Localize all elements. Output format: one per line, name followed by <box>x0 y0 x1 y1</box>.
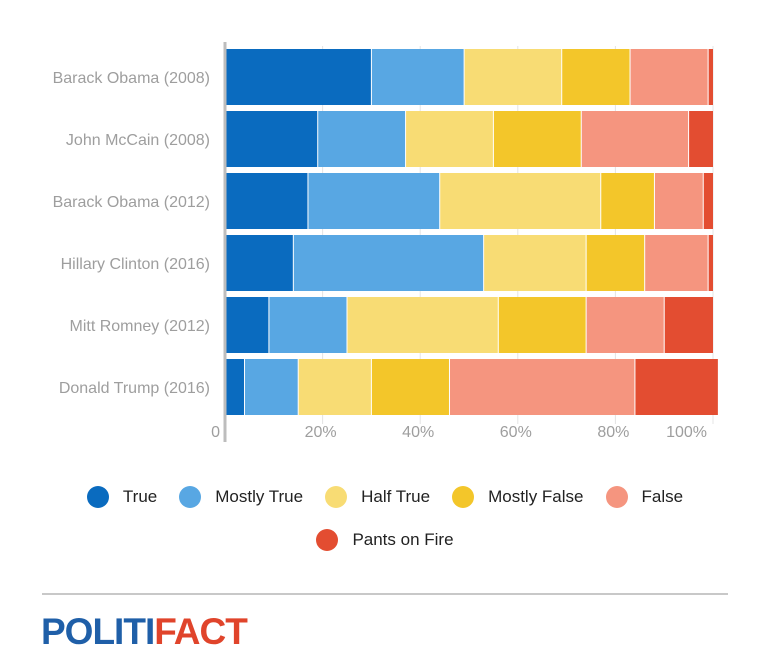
bar-john-mccain-2008-half-true[interactable] <box>405 111 494 167</box>
bar-hillary-clinton-2016-true[interactable] <box>225 235 294 291</box>
bar-barack-obama-2008-mostly-true[interactable] <box>371 49 465 105</box>
bar-hillary-clinton-2016-pants-on-fire[interactable] <box>708 235 713 291</box>
legend-item-pants-on-fire[interactable]: Pants on Fire <box>316 529 454 551</box>
legend-label-mostly-true: Mostly True <box>215 487 304 506</box>
legend-swatch-mostly-false <box>452 486 475 508</box>
legend-swatch-pants-on-fire <box>316 529 339 551</box>
bar-john-mccain-2008-pants-on-fire[interactable] <box>688 111 713 167</box>
x-tick-label-20: 20% <box>305 424 337 441</box>
legend-item-half-true[interactable]: Half True <box>325 486 430 508</box>
category-label-mitt-romney-2012: Mitt Romney (2012) <box>70 318 211 335</box>
x-tick-label-60: 60% <box>500 424 532 441</box>
legend-swatch-false <box>605 486 628 508</box>
legend-swatch-mostly-true <box>179 486 202 508</box>
legend: True Mostly True Half True Mostly False … <box>40 478 730 564</box>
bar-barack-obama-2012-pants-on-fire[interactable] <box>703 173 713 229</box>
bar-hillary-clinton-2016-mostly-true[interactable] <box>293 235 484 291</box>
bar-donald-trump-2016-false[interactable] <box>449 359 635 415</box>
bar-mitt-romney-2012-mostly-false[interactable] <box>498 297 587 353</box>
legend-item-false[interactable]: False <box>605 486 684 508</box>
legend-label-true: True <box>122 487 158 506</box>
bar-mitt-romney-2012-half-true[interactable] <box>347 297 499 353</box>
x-tick-label-0: 0 <box>211 424 220 441</box>
bar-john-mccain-2008-mostly-true[interactable] <box>317 111 406 167</box>
bar-donald-trump-2016-pants-on-fire[interactable] <box>634 359 718 415</box>
politifact-logo[interactable]: POLITIFACT <box>41 610 248 654</box>
bar-john-mccain-2008-true[interactable] <box>225 111 318 167</box>
bar-barack-obama-2012-mostly-false[interactable] <box>600 173 655 229</box>
legend-swatch-half-true <box>325 486 348 508</box>
bar-barack-obama-2008-false[interactable] <box>630 49 709 105</box>
category-label-john-mccain-2008: John McCain (2008) <box>66 132 210 149</box>
bar-barack-obama-2012-false[interactable] <box>654 173 704 229</box>
bar-hillary-clinton-2016-false[interactable] <box>644 235 709 291</box>
category-label-barack-obama-2008: Barack Obama (2008) <box>53 70 210 87</box>
legend-label-pants-on-fire: Pants on Fire <box>352 530 454 549</box>
bar-barack-obama-2012-true[interactable] <box>225 173 308 229</box>
bar-donald-trump-2016-half-true[interactable] <box>298 359 372 415</box>
legend-swatch-true <box>86 486 109 508</box>
bar-hillary-clinton-2016-half-true[interactable] <box>483 235 587 291</box>
bar-mitt-romney-2012-false[interactable] <box>586 297 665 353</box>
legend-item-true[interactable]: True <box>86 486 158 508</box>
legend-item-mostly-false[interactable]: Mostly False <box>452 486 584 508</box>
bar-barack-obama-2012-mostly-true[interactable] <box>307 173 440 229</box>
bar-mitt-romney-2012-mostly-true[interactable] <box>268 297 347 353</box>
legend-label-false: False <box>641 487 684 506</box>
logo-part-fact: FACT <box>154 611 248 652</box>
category-label-barack-obama-2012: Barack Obama (2012) <box>53 194 210 211</box>
bar-barack-obama-2008-true[interactable] <box>225 49 372 105</box>
bar-john-mccain-2008-false[interactable] <box>581 111 689 167</box>
legend-label-mostly-false: Mostly False <box>488 487 584 506</box>
footer-divider <box>42 593 728 595</box>
legend-row-1: True Mostly True Half True Mostly False … <box>40 478 730 516</box>
bar-barack-obama-2008-half-true[interactable] <box>464 49 562 105</box>
stacked-bar-chart: Barack Obama (2008) John McCain (2008) Bar… <box>53 42 718 442</box>
category-label-hillary-clinton-2016: Hillary Clinton (2016) <box>61 256 210 273</box>
x-tick-label-40: 40% <box>402 424 434 441</box>
bar-donald-trump-2016-mostly-false[interactable] <box>371 359 450 415</box>
logo-part-politi: POLITI <box>41 611 155 652</box>
bar-barack-obama-2012-half-true[interactable] <box>439 173 601 229</box>
bar-donald-trump-2016-mostly-true[interactable] <box>244 359 299 415</box>
bar-donald-trump-2016-true[interactable] <box>225 359 245 415</box>
category-label-donald-trump-2016: Donald Trump (2016) <box>59 380 210 397</box>
legend-item-mostly-true[interactable]: Mostly True <box>179 486 303 508</box>
bar-barack-obama-2008-pants-on-fire[interactable] <box>708 49 713 105</box>
x-tick-label-100: 100% <box>666 424 707 441</box>
legend-row-2: Pants on Fire <box>40 521 730 559</box>
legend-label-half-true: Half True <box>361 487 431 506</box>
bar-mitt-romney-2012-pants-on-fire[interactable] <box>664 297 713 353</box>
bar-barack-obama-2008-mostly-false[interactable] <box>561 49 631 105</box>
bar-hillary-clinton-2016-mostly-false[interactable] <box>586 235 645 291</box>
bar-mitt-romney-2012-true[interactable] <box>225 297 269 353</box>
x-tick-label-80: 80% <box>597 424 629 441</box>
bar-john-mccain-2008-mostly-false[interactable] <box>493 111 582 167</box>
